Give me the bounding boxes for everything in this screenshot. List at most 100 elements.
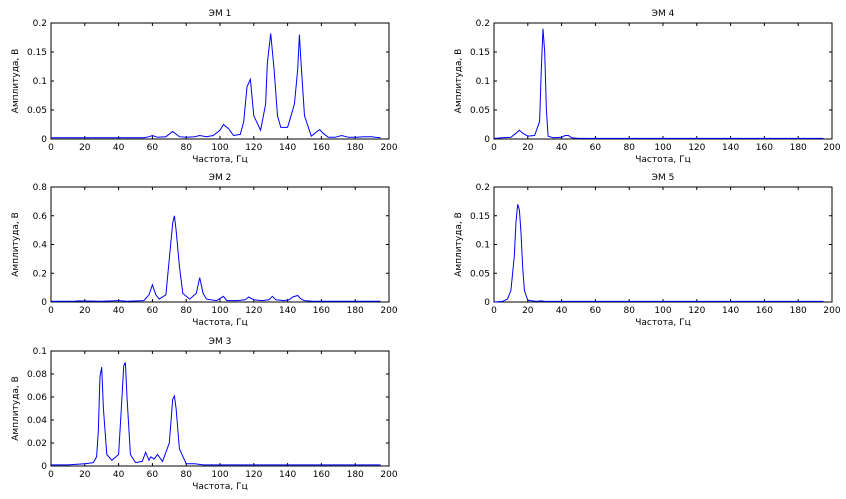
plot-area (493, 22, 833, 140)
y-tick-label: 0.06 (27, 393, 47, 403)
y-tick-label: 0.6 (33, 212, 48, 222)
x-tick-label: 120 (245, 143, 262, 153)
x-tick-label: 60 (147, 143, 159, 153)
x-tick-label: 140 (279, 143, 296, 153)
y-tick-label: 0.2 (476, 19, 490, 29)
chart-panel-3: 0 20 40 60 80 100 120 140 160 180 200 0 0.02 0.04 0.06… (11, 337, 398, 492)
y-tick-label: 0.05 (470, 269, 490, 279)
x-axis-label: Частота, Гц (192, 318, 247, 328)
chart-title: ЭМ 3 (209, 337, 232, 347)
y-axis-label: Амплитуда, В (11, 212, 21, 277)
chart-title: ЭМ 1 (209, 9, 232, 19)
x-tick-label: 80 (623, 306, 635, 316)
x-axis-label: Частота, Гц (192, 482, 247, 492)
y-tick-label: 0.4 (33, 241, 48, 251)
x-tick-label: 200 (823, 143, 840, 153)
x-tick-label: 0 (48, 306, 54, 316)
x-tick-label: 0 (48, 143, 54, 153)
x-tick-label: 120 (245, 306, 262, 316)
y-tick-label: 0 (484, 135, 490, 145)
y-axis-label: Амплитуда, В (11, 376, 21, 441)
series-line (493, 28, 824, 139)
x-tick-label: 160 (756, 143, 773, 153)
x-axis-label: Частота, Гц (192, 155, 247, 165)
chart-panel-2: 0 20 40 60 80 100 120 140 160 180 200 0 0.2 0.4 0.6 0.8… (11, 173, 398, 328)
x-tick-label: 20 (79, 306, 91, 316)
chart-title: ЭМ 4 (652, 9, 675, 19)
series-line (51, 33, 381, 139)
x-tick-label: 60 (590, 306, 602, 316)
x-tick-label: 100 (211, 143, 228, 153)
x-axis-label: Частота, Гц (635, 318, 690, 328)
x-tick-label: 140 (279, 470, 296, 480)
x-tick-label: 20 (522, 143, 534, 153)
y-tick-label: 0.02 (27, 439, 47, 449)
y-tick-label: 0.05 (27, 106, 47, 116)
x-tick-label: 160 (313, 143, 330, 153)
series-line (493, 204, 824, 303)
x-tick-label: 100 (211, 470, 228, 480)
x-tick-label: 120 (688, 306, 705, 316)
y-axis-label: Амплитуда, В (11, 49, 21, 114)
x-tick-label: 180 (347, 306, 364, 316)
x-tick-label: 120 (688, 143, 705, 153)
y-tick-label: 0.15 (470, 212, 490, 222)
x-tick-label: 0 (48, 470, 54, 480)
chart-title: ЭМ 5 (652, 173, 675, 183)
x-tick-label: 0 (491, 143, 497, 153)
plot-area (50, 22, 390, 140)
x-tick-label: 80 (180, 143, 192, 153)
x-tick-label: 200 (380, 306, 397, 316)
x-tick-label: 20 (79, 143, 91, 153)
y-axis-label: Амплитуда, В (454, 49, 464, 114)
x-tick-label: 200 (823, 306, 840, 316)
x-tick-label: 160 (313, 306, 330, 316)
x-tick-label: 40 (556, 143, 568, 153)
series-line (51, 362, 381, 466)
x-tick-label: 100 (654, 306, 671, 316)
x-tick-label: 80 (180, 306, 192, 316)
x-axis-label: Частота, Гц (635, 155, 690, 165)
y-axis-label: Амплитуда, В (454, 212, 464, 277)
y-tick-label: 0 (41, 462, 47, 472)
chart-panel-1: 0 20 40 60 80 100 120 140 160 180 200 0 0.05 0.1 0.15 0… (11, 9, 398, 165)
y-tick-label: 0.15 (470, 48, 490, 58)
x-tick-label: 100 (211, 306, 228, 316)
x-tick-label: 40 (556, 306, 568, 316)
x-tick-label: 40 (113, 470, 125, 480)
x-tick-label: 60 (590, 143, 602, 153)
x-tick-label: 200 (380, 143, 397, 153)
y-tick-label: 0.05 (470, 106, 490, 116)
x-tick-label: 40 (113, 306, 125, 316)
y-tick-label: 0.2 (33, 269, 47, 279)
plot-area (50, 186, 390, 303)
x-tick-label: 0 (491, 306, 497, 316)
chart-panel-4: 0 20 40 60 80 100 120 140 160 180 200 0 0.05 0.1 0.15 0… (454, 9, 841, 165)
y-tick-label: 0 (41, 135, 47, 145)
x-tick-label: 200 (380, 470, 397, 480)
x-tick-label: 180 (347, 143, 364, 153)
y-tick-label: 0.2 (476, 183, 490, 193)
y-tick-label: 0.1 (33, 77, 47, 87)
x-tick-label: 80 (180, 470, 192, 480)
series-line (51, 215, 381, 302)
x-tick-label: 160 (313, 470, 330, 480)
y-tick-label: 0.1 (476, 77, 490, 87)
y-tick-label: 0.08 (27, 370, 47, 380)
y-tick-label: 0.1 (476, 241, 490, 251)
y-tick-label: 0.1 (33, 347, 47, 357)
x-tick-label: 140 (279, 306, 296, 316)
y-tick-label: 0.04 (27, 416, 47, 426)
x-tick-label: 20 (79, 470, 91, 480)
x-tick-label: 180 (790, 143, 807, 153)
x-tick-label: 140 (722, 306, 739, 316)
y-tick-label: 0.15 (27, 48, 47, 58)
x-tick-label: 180 (790, 306, 807, 316)
x-tick-label: 100 (654, 143, 671, 153)
x-tick-label: 160 (756, 306, 773, 316)
y-tick-label: 0 (41, 298, 47, 308)
x-tick-label: 180 (347, 470, 364, 480)
chart-title: ЭМ 2 (209, 173, 232, 183)
x-tick-label: 40 (113, 143, 125, 153)
